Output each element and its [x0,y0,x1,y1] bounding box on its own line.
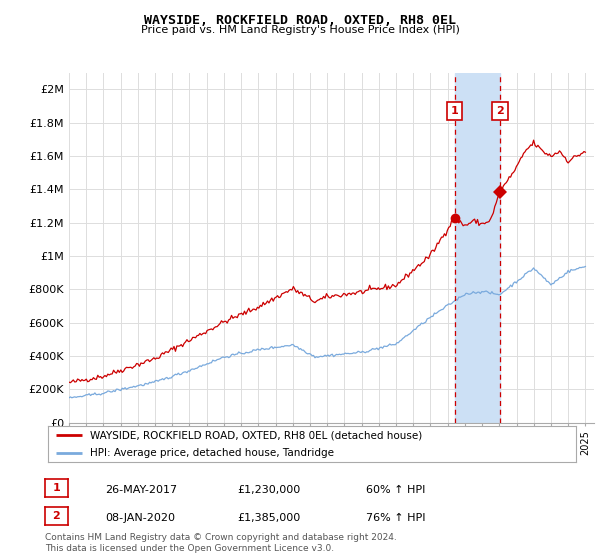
Text: 2: 2 [53,511,60,521]
Text: 1: 1 [53,483,60,493]
Text: 60% ↑ HPI: 60% ↑ HPI [366,485,425,495]
Text: WAYSIDE, ROCKFIELD ROAD, OXTED, RH8 0EL: WAYSIDE, ROCKFIELD ROAD, OXTED, RH8 0EL [144,14,456,27]
Text: HPI: Average price, detached house, Tandridge: HPI: Average price, detached house, Tand… [90,448,334,458]
Text: 2: 2 [496,106,504,116]
Text: Price paid vs. HM Land Registry's House Price Index (HPI): Price paid vs. HM Land Registry's House … [140,25,460,35]
Bar [455,73,500,423]
Text: £1,385,000: £1,385,000 [237,513,300,523]
Text: 26-MAY-2017: 26-MAY-2017 [105,485,177,495]
Text: WAYSIDE, ROCKFIELD ROAD, OXTED, RH8 0EL (detached house): WAYSIDE, ROCKFIELD ROAD, OXTED, RH8 0EL … [90,431,422,440]
Text: 1: 1 [451,106,458,116]
Text: 76% ↑ HPI: 76% ↑ HPI [366,513,425,523]
Text: Contains HM Land Registry data © Crown copyright and database right 2024.
This d: Contains HM Land Registry data © Crown c… [45,533,397,553]
Text: 08-JAN-2020: 08-JAN-2020 [105,513,175,523]
Text: £1,230,000: £1,230,000 [237,485,300,495]
